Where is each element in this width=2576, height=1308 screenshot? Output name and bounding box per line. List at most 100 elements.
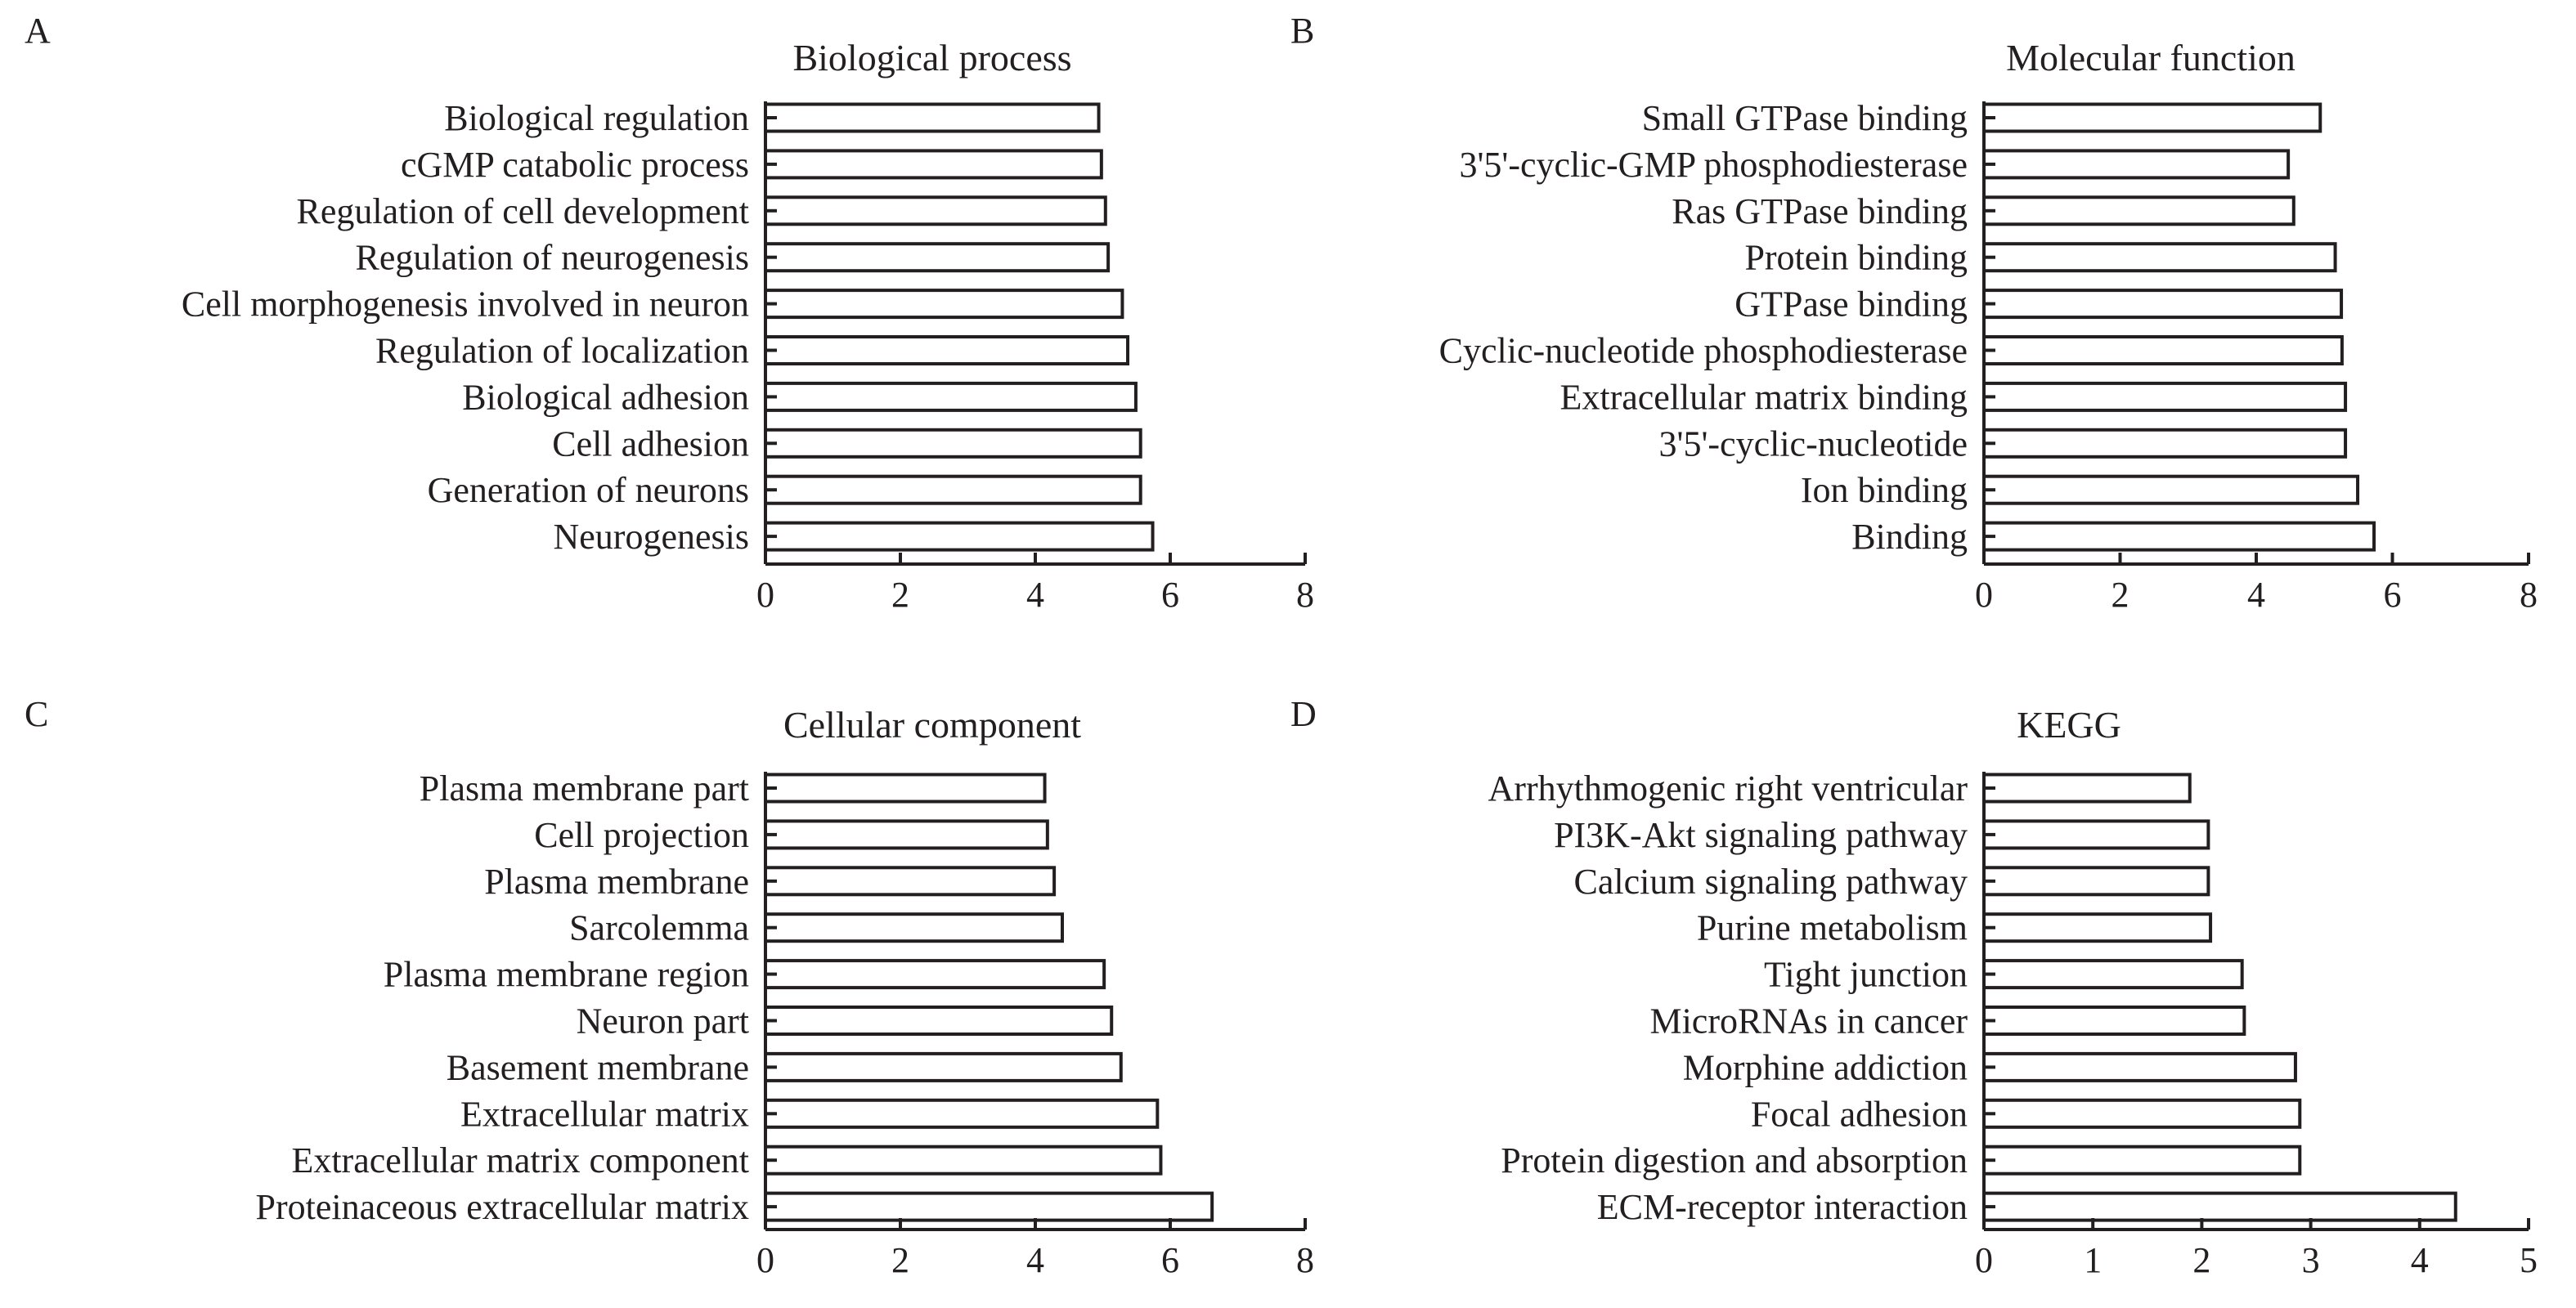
panel-a: A Biological process Biological regulation… [25,11,1314,615]
bar [1982,819,2210,850]
category-label: Sarcolemma [569,908,749,948]
panel-title: Biological process [792,37,1071,78]
x-tick-label: 2 [891,1240,909,1280]
bar [1982,1006,2246,1036]
bar [764,1144,1163,1176]
bar [1982,335,2344,365]
bar [764,1191,1214,1222]
bar [764,381,1138,412]
category-label: Plasma membrane part [420,768,749,809]
category-label: Calcium signaling pathway [1574,862,1968,902]
bar [1982,521,2376,552]
x-tick-label: 2 [2112,575,2129,615]
panel-title: Molecular function [2006,37,2296,78]
panel-letter: B [1290,11,1314,51]
category-label: Cyclic-nucleotide phosphodiesterase [1439,331,1968,371]
category-label: Regulation of cell development [296,191,749,231]
bar [764,195,1107,226]
x-tick-label: 3 [2302,1240,2320,1280]
x-tick-label: 0 [756,575,774,615]
bar [764,102,1101,133]
bar [764,912,1064,943]
bar [764,866,1057,897]
category-label: ECM-receptor interaction [1597,1187,1968,1227]
bar [1982,1098,2302,1129]
category-label: Ras GTPase binding [1672,191,1968,231]
category-label: Ion binding [1801,470,1968,510]
bar [764,149,1103,180]
category-label: Extracellular matrix component [291,1140,749,1180]
x-tick-label: 5 [2520,1240,2538,1280]
x-tick-label: 0 [756,1240,774,1280]
bar [764,335,1130,365]
category-label: Binding [1851,517,1968,557]
category-label: Plasma membrane [484,862,749,902]
category-label: Cell adhesion [552,423,749,464]
category-label: Arrhythmogenic right ventricular [1488,768,1968,809]
bar [1982,866,2210,897]
bar [764,1051,1123,1082]
x-tick-label: 6 [1161,1240,1179,1280]
bar [764,773,1047,804]
bar [1982,773,2192,804]
category-label: Neuron part [577,1001,749,1041]
category-label: Plasma membrane region [384,955,749,995]
bar [764,1006,1114,1036]
category-label: Protein digestion and absorption [1501,1140,1968,1180]
x-tick-label: 8 [2520,575,2538,615]
bar [1982,474,2360,505]
category-label: PI3K-Akt signaling pathway [1554,815,1968,855]
x-tick-label: 4 [2411,1240,2429,1280]
bar [764,959,1106,990]
bar [1982,1191,2457,1222]
bar [764,819,1049,850]
category-label: Purine metabolism [1697,908,1968,948]
panel-d: D KEGG Arrhythmogenic right ventricular PI3… [1290,694,2538,1280]
panel-title: Cellular component [783,704,1081,746]
category-label: Extracellular matrix [460,1094,749,1134]
x-tick-label: 1 [2084,1240,2102,1280]
category-label: Neurogenesis [554,517,750,557]
panel-c: C Cellular component Plasma membrane part C… [25,694,1314,1280]
category-label: cGMP catabolic process [401,145,749,185]
bar [764,242,1111,273]
category-label: 3'5'-cyclic-nucleotide [1659,423,1968,464]
x-tick-label: 6 [1161,575,1179,615]
category-label: Biological regulation [444,98,749,138]
category-label: Cell morphogenesis involved in neuron [182,284,749,325]
x-tick-label: 2 [2192,1240,2210,1280]
x-tick-label: 0 [1975,575,1993,615]
category-label: Proteinaceous extracellular matrix [255,1187,749,1227]
bar [1982,912,2213,943]
bar [764,1098,1160,1129]
panel-title: KEGG [2017,704,2121,746]
category-label: Basement membrane [447,1047,749,1087]
bar [764,474,1142,505]
category-label: GTPase binding [1735,284,1968,325]
x-tick-label: 6 [2384,575,2402,615]
category-label: Biological adhesion [462,377,749,417]
category-label: Cell projection [534,815,749,855]
bar [1982,1051,2297,1082]
bar [764,521,1155,552]
x-tick-label: 0 [1975,1240,1993,1280]
x-tick-label: 4 [1026,1240,1044,1280]
bar [1982,381,2348,412]
bar [1982,1144,2302,1176]
category-label: MicroRNAs in cancer [1649,1001,1968,1041]
x-tick-label: 4 [1026,575,1044,615]
bar [764,428,1142,459]
bar [764,289,1124,320]
category-label: Generation of neurons [428,470,749,510]
category-label: Focal adhesion [1751,1094,1968,1134]
category-label: Small GTPase binding [1642,98,1968,138]
bar [1982,289,2344,320]
panel-b: B Molecular function Small GTPase binding 3… [1290,11,2538,615]
panel-letter: A [25,11,51,51]
category-label: Tight junction [1764,955,1968,995]
bar [1982,242,2337,273]
bar [1982,149,2291,180]
category-label: 3'5'-cyclic-GMP phosphodiesterase [1459,145,1968,185]
category-label: Protein binding [1744,238,1968,278]
x-tick-label: 2 [891,575,909,615]
